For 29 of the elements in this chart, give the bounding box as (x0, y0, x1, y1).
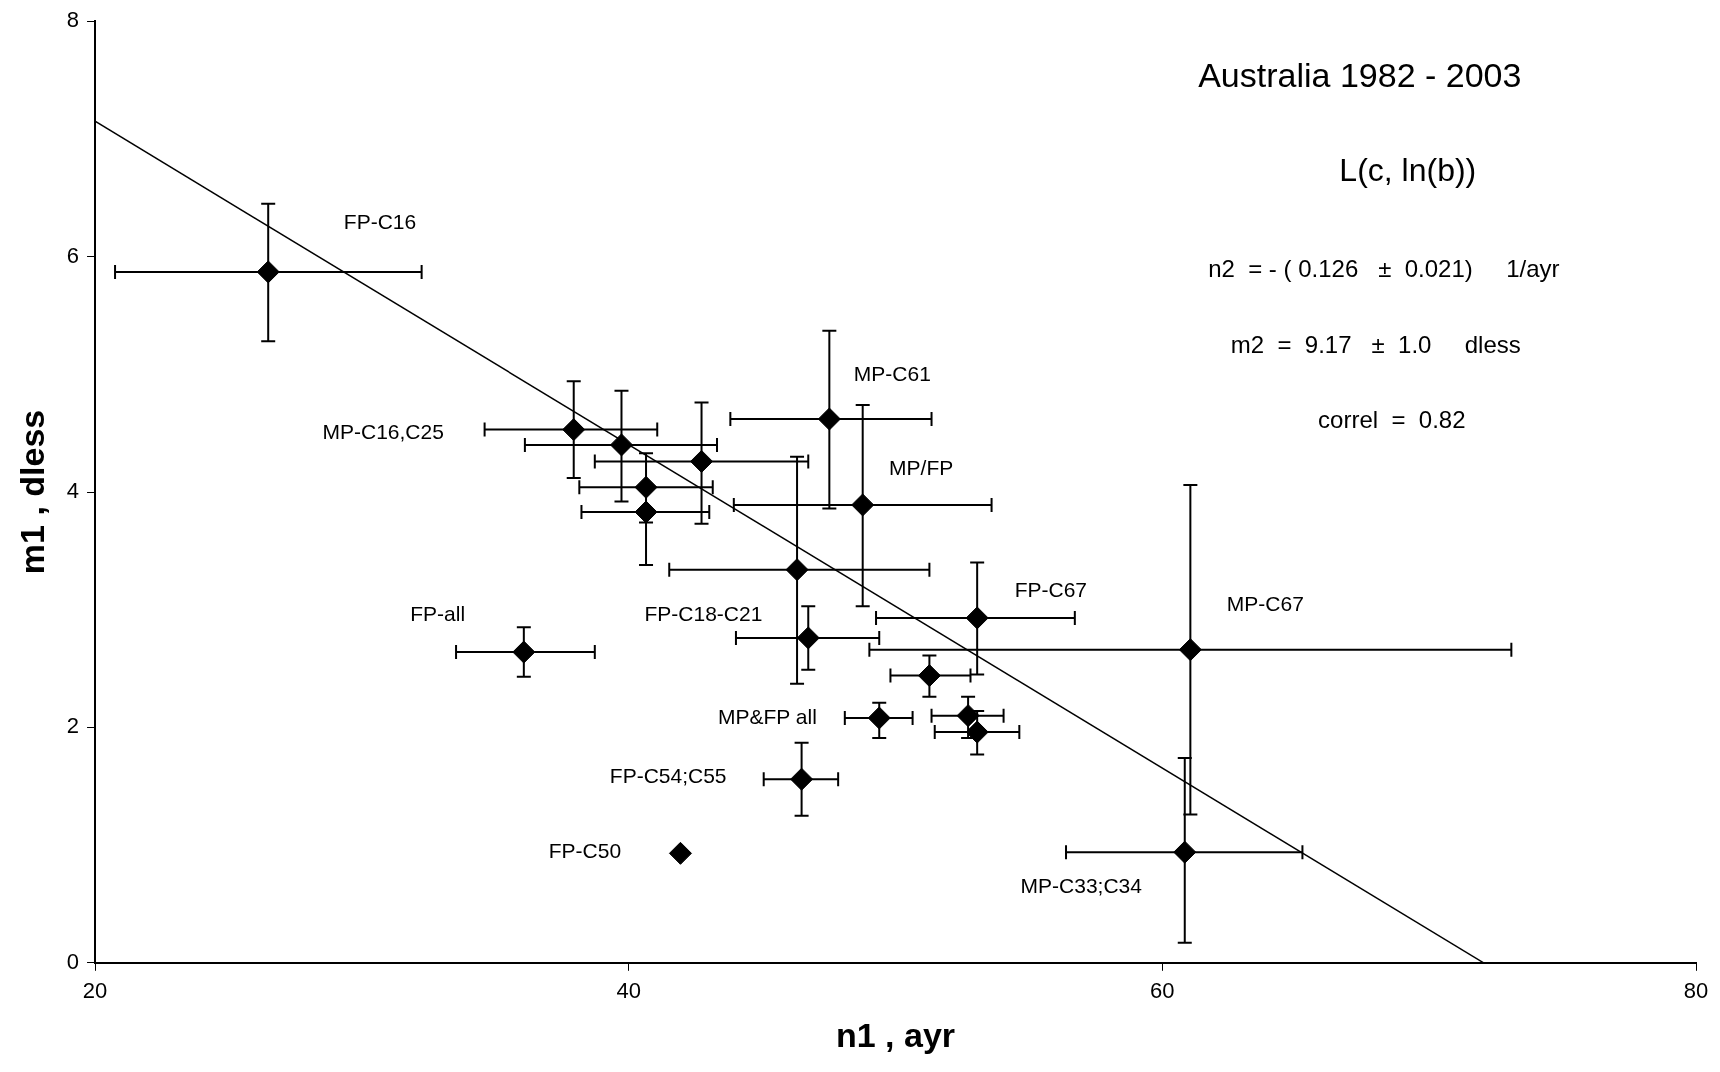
annotation: MP-C33;C34 (1020, 874, 1143, 898)
annotation: MP&FP all (718, 704, 817, 728)
annotation: Australia 1982 - 2003 (1198, 56, 1522, 95)
annotation: m2 = 9.17 ± 1.0 dless (1230, 330, 1521, 358)
x-axis-title: n1 , ayr (835, 1015, 956, 1054)
annotation: FP-C54;C55 (609, 763, 727, 787)
x-tick-label: 20 (82, 978, 108, 1004)
annotation: FP-C67 (1014, 577, 1087, 601)
annotation: FP-C18-C21 (644, 602, 763, 626)
annotation: FP-all (410, 602, 466, 626)
annotation: FP-C16 (343, 210, 417, 234)
y-tick-label: 8 (66, 7, 80, 33)
y-tick-label: 0 (66, 948, 80, 974)
annotation: n2 = - ( 0.126 ± 0.021) 1/ayr (1208, 255, 1560, 283)
x-tick-label: 80 (1683, 978, 1709, 1004)
y-tick-label: 4 (66, 478, 80, 504)
annotation: FP-C50 (548, 838, 622, 862)
annotation: L(c, ln(b)) (1339, 151, 1477, 188)
annotation: MP-C16,C25 (322, 419, 444, 443)
y-tick-label: 2 (66, 713, 80, 739)
annotation: MP/FP (889, 456, 954, 480)
annotation: MP-C61 (853, 362, 931, 386)
x-tick-label: 60 (1150, 978, 1175, 1004)
x-tick-label: 40 (616, 978, 641, 1004)
annotation: correl = 0.82 (1318, 406, 1466, 434)
y-tick-label: 6 (66, 242, 80, 268)
y-axis-title: m1 , dless (12, 409, 51, 575)
point (668, 841, 692, 865)
annotation: MP-C67 (1226, 591, 1304, 615)
